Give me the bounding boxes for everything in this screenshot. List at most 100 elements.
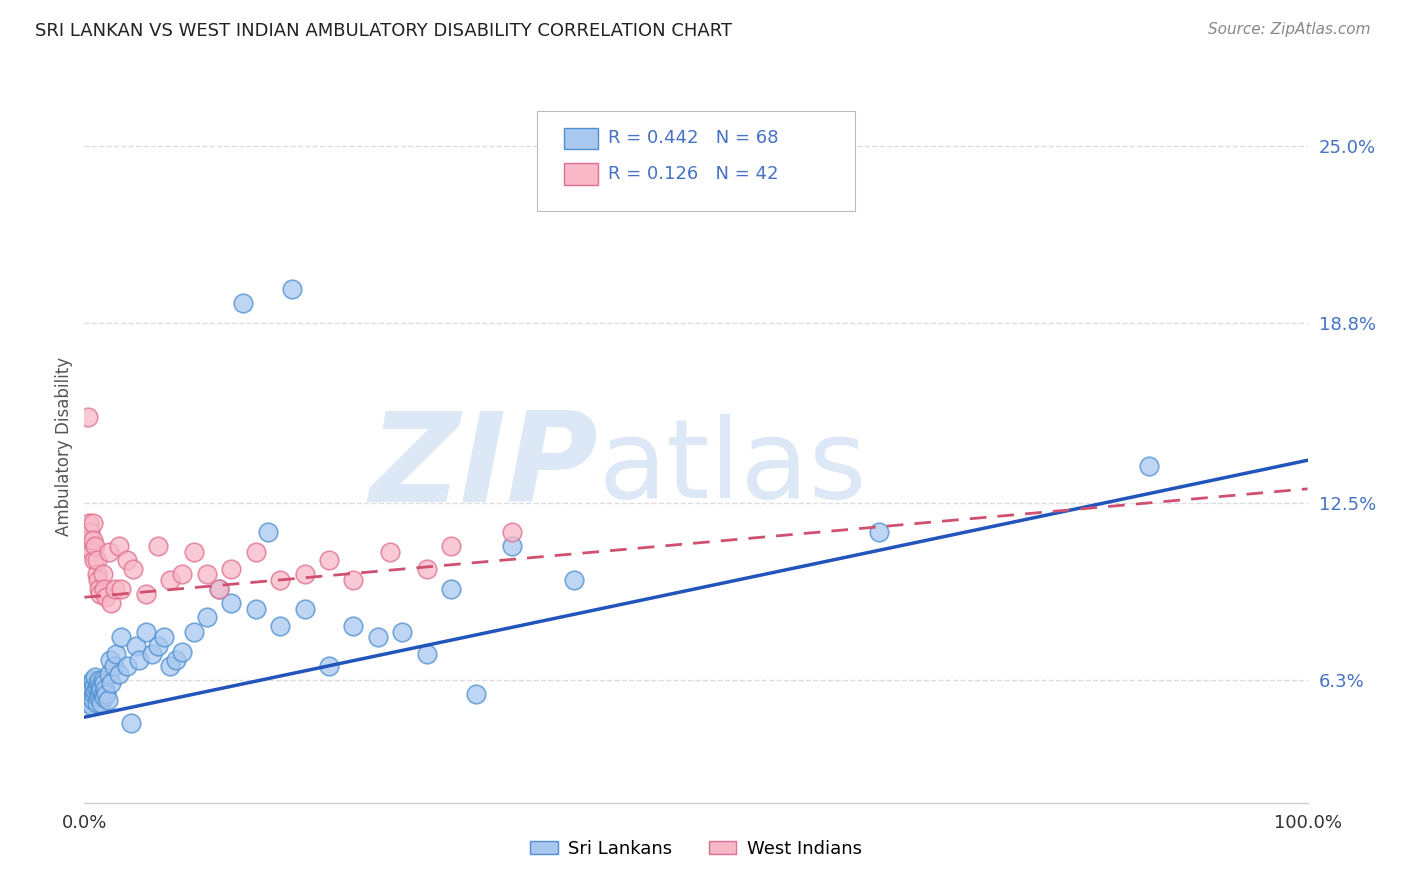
Point (79, 676, 101, 690)
Point (77, 410, 100, 425)
Point (128, 653, 150, 667)
Point (93, 676, 115, 690)
Point (77, 516, 100, 530)
Point (502, 524, 524, 539)
Point (89, 684, 111, 698)
Point (83, 679, 105, 693)
Legend: Sri Lankans, West Indians: Sri Lankans, West Indians (523, 833, 869, 865)
Point (120, 715, 142, 730)
Point (219, 596, 242, 610)
Point (90, 681, 112, 696)
Text: Source: ZipAtlas.com: Source: ZipAtlas.com (1208, 22, 1371, 37)
Point (172, 644, 194, 658)
Point (94, 681, 117, 696)
Point (79, 533, 101, 548)
Point (318, 553, 340, 567)
Point (416, 648, 439, 662)
Point (87, 673, 110, 687)
Point (82, 516, 104, 530)
Point (87, 676, 110, 690)
Point (87, 573, 110, 587)
Point (83, 687, 105, 701)
Point (80, 698, 103, 713)
Point (87, 582, 110, 596)
Point (89, 587, 111, 601)
Point (153, 630, 176, 644)
Point (103, 658, 125, 673)
Point (107, 667, 129, 681)
Point (281, 282, 304, 296)
Point (82, 693, 104, 707)
Point (294, 601, 316, 615)
Point (391, 624, 413, 639)
Point (380, 544, 402, 558)
Point (84, 539, 107, 553)
Point (87, 690, 110, 705)
Point (97, 544, 120, 558)
Point (100, 596, 122, 610)
Point (869, 524, 891, 539)
Point (367, 630, 389, 644)
Point (79, 524, 101, 539)
Point (464, 687, 486, 701)
Point (141, 648, 163, 662)
Point (104, 582, 127, 596)
Point (318, 658, 340, 673)
Point (76, 539, 98, 553)
Point (77, 696, 100, 710)
Point (97, 667, 120, 681)
Point (86, 696, 108, 710)
Point (562, 573, 585, 587)
Bar (564, 128, 598, 149)
Text: SRI LANKAN VS WEST INDIAN AMBULATORY DISABILITY CORRELATION CHART: SRI LANKAN VS WEST INDIAN AMBULATORY DIS… (35, 22, 733, 40)
Point (135, 624, 157, 639)
Text: ZIP: ZIP (370, 407, 598, 528)
Point (93, 690, 115, 705)
Point (342, 619, 364, 633)
Point (245, 544, 267, 558)
Point (97, 693, 120, 707)
Point (342, 573, 364, 587)
Point (195, 567, 218, 582)
Point (82, 673, 104, 687)
Point (96, 687, 118, 701)
Point (96, 591, 118, 605)
Text: R = 0.126   N = 42: R = 0.126 N = 42 (607, 165, 779, 183)
Point (269, 619, 291, 633)
Point (208, 582, 231, 596)
Text: atlas: atlas (598, 414, 866, 521)
Point (89, 679, 111, 693)
Point (90, 696, 112, 710)
Point (232, 296, 254, 310)
Point (86, 553, 108, 567)
Point (105, 648, 128, 662)
Point (183, 624, 205, 639)
FancyBboxPatch shape (537, 111, 855, 211)
Point (100, 676, 122, 690)
Point (159, 658, 181, 673)
Point (98, 653, 121, 667)
Point (91, 687, 114, 701)
Point (80, 544, 103, 558)
Point (80, 681, 103, 696)
Text: R = 0.442   N = 68: R = 0.442 N = 68 (607, 129, 779, 147)
Point (93, 582, 115, 596)
Point (115, 658, 138, 673)
Point (84, 684, 107, 698)
Point (195, 610, 218, 624)
Point (245, 601, 267, 615)
Point (219, 562, 242, 576)
Bar (564, 163, 598, 185)
Point (82, 533, 104, 548)
Point (107, 539, 129, 553)
Point (165, 653, 187, 667)
Point (86, 681, 108, 696)
Point (159, 573, 181, 587)
Point (91, 567, 114, 582)
Point (440, 582, 463, 596)
Point (1137, 458, 1160, 473)
Point (502, 539, 524, 553)
Point (146, 539, 169, 553)
Point (146, 639, 169, 653)
Point (79, 690, 101, 705)
